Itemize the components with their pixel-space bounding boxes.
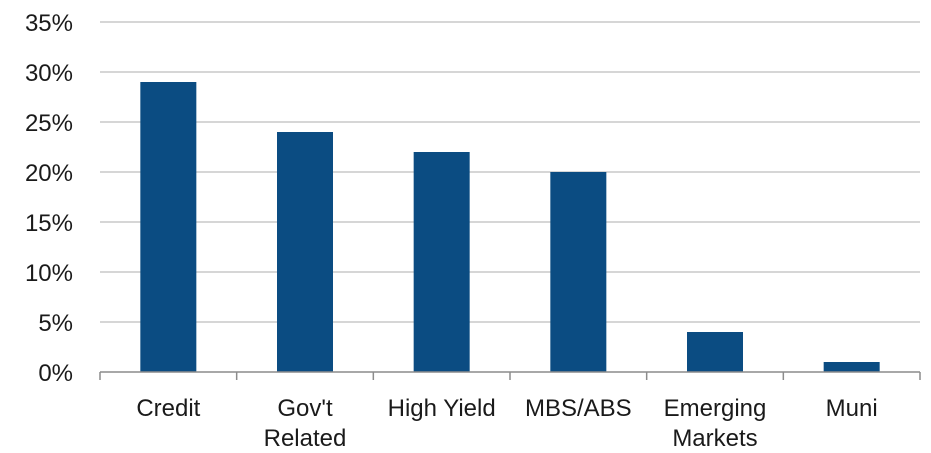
bar xyxy=(823,362,880,372)
y-tick-label: 0% xyxy=(38,360,73,387)
x-axis xyxy=(99,371,921,380)
x-category-label-line: Markets xyxy=(672,425,757,452)
x-category-label: Credit xyxy=(136,395,200,422)
x-category-label-line: Muni xyxy=(826,395,878,422)
x-category-label-line: Related xyxy=(264,425,347,452)
y-tick-label: 10% xyxy=(25,260,73,287)
bar xyxy=(413,152,470,372)
y-tick-label: 15% xyxy=(25,210,73,237)
x-category-label: Gov't Related xyxy=(264,395,347,452)
x-category-label-line: Credit xyxy=(136,395,200,422)
bar xyxy=(687,332,743,372)
y-tick-label: 35% xyxy=(25,10,73,37)
x-category-label: Emerging Markets xyxy=(664,395,767,452)
bar xyxy=(140,82,197,372)
bar xyxy=(550,172,607,372)
x-category-label: High Yield xyxy=(388,395,496,422)
x-category-label-line: Gov't xyxy=(277,395,333,422)
x-category-label: Muni xyxy=(826,395,878,422)
gridlines xyxy=(100,21,920,323)
bars xyxy=(140,82,880,372)
x-axis-category-labels: Credit Gov't Related High Yield MBS/ABS Emerg… xyxy=(136,395,877,452)
x-category-label-line: Emerging xyxy=(664,395,767,422)
x-category-label-line: High Yield xyxy=(388,395,496,422)
bar xyxy=(277,132,333,372)
y-tick-label: 20% xyxy=(25,160,73,187)
x-category-label-line: MBS/ABS xyxy=(525,395,632,422)
x-category-label: MBS/ABS xyxy=(525,395,632,422)
y-axis-tick-labels: 0% 5% 10% 15% 20% 25% 30% 35% xyxy=(25,10,73,387)
y-tick-label: 5% xyxy=(38,310,73,337)
y-tick-label: 30% xyxy=(25,60,73,87)
y-tick-label: 25% xyxy=(25,110,73,137)
